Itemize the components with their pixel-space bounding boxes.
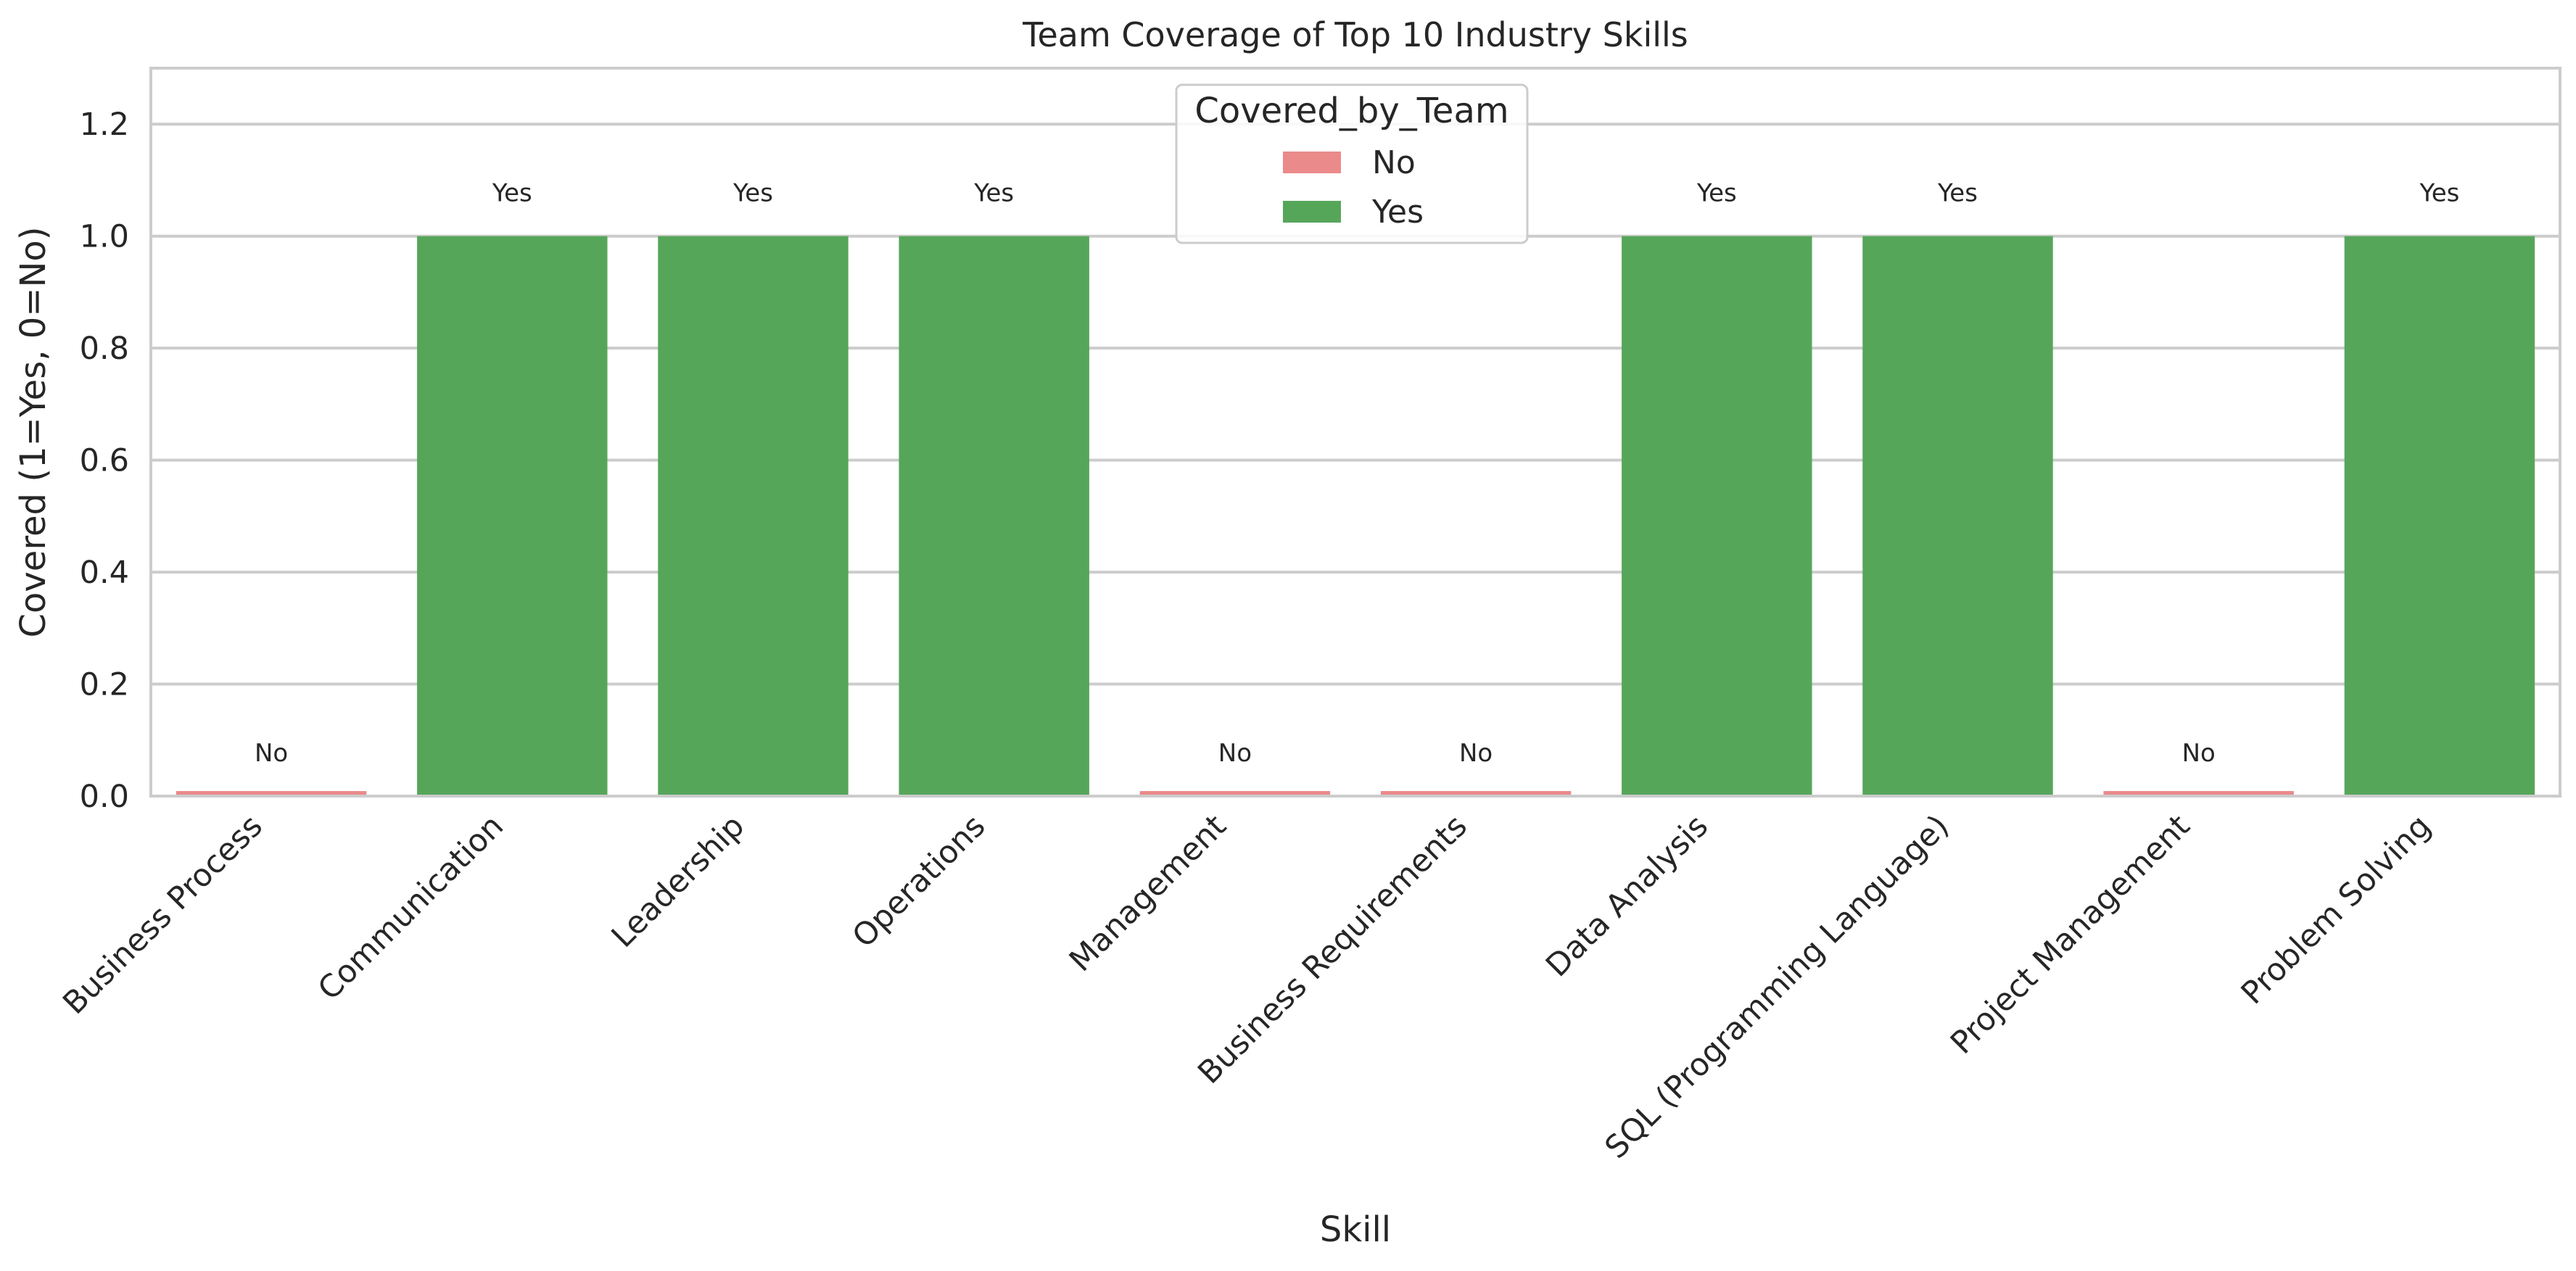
- data-label: No: [1218, 739, 1252, 768]
- y-axis-label: Covered (1=Yes, 0=No): [13, 227, 54, 638]
- x-axis-label: Skill: [1320, 1209, 1391, 1250]
- legend-title: Covered_by_Team: [1194, 91, 1508, 131]
- legend-label-no: No: [1372, 144, 1416, 181]
- bar-no: [2103, 791, 2294, 796]
- data-label: No: [255, 739, 288, 768]
- y-tick-label: 1.2: [80, 107, 129, 143]
- data-label: Yes: [492, 179, 532, 208]
- x-tick-label: Business Requirements: [1191, 808, 1474, 1090]
- legend-box: [1175, 83, 1529, 244]
- bar-yes: [1622, 236, 1812, 796]
- bar-yes: [658, 236, 849, 796]
- data-label: Yes: [2419, 179, 2459, 208]
- chart-title: Team Coverage of Top 10 Industry Skills: [1022, 15, 1688, 54]
- x-tick-label: Operations: [846, 808, 993, 955]
- plot-frame: [149, 67, 2561, 798]
- y-tick-label: 0.8: [80, 331, 129, 367]
- data-label: Yes: [732, 179, 773, 208]
- data-label: Yes: [973, 179, 1014, 208]
- bars: [176, 236, 2535, 796]
- y-tick-label: 0.0: [80, 779, 129, 815]
- bar-yes: [417, 236, 608, 796]
- bar-no: [1139, 791, 1331, 796]
- y-tick-label: 0.2: [80, 667, 129, 703]
- x-tick-label: Data Analysis: [1539, 808, 1715, 984]
- data-label: No: [1459, 739, 1493, 768]
- x-tick-label: Project Management: [1944, 808, 2197, 1061]
- legend: Covered_by_Team No Yes: [1175, 83, 1529, 244]
- x-tick-label: Communication: [311, 808, 511, 1007]
- y-tick-label: 1.0: [80, 219, 129, 255]
- legend-swatch-no: [1283, 152, 1341, 173]
- x-tick-labels: Business Process Communication Leadership O…: [56, 808, 2437, 1166]
- y-tick-label: 0.4: [80, 555, 129, 591]
- x-tick-label: Management: [1062, 808, 1234, 979]
- bar-yes: [1862, 236, 2053, 796]
- x-tick-label: Leadership: [605, 808, 751, 954]
- legend-swatch-yes: [1283, 201, 1341, 223]
- y-tick-labels: 0.0 0.2 0.4 0.6 0.8 1.0 1.2: [80, 107, 129, 815]
- bar-no: [1380, 791, 1572, 796]
- data-labels: No Yes Yes Yes No No Yes Yes No Yes: [255, 179, 2459, 768]
- bar-yes: [899, 236, 1089, 796]
- data-label: No: [2182, 739, 2216, 768]
- legend-label-yes: Yes: [1371, 194, 1424, 231]
- x-tick-label: Business Process: [56, 808, 269, 1021]
- bar-no: [176, 791, 367, 796]
- data-label: Yes: [1937, 179, 1978, 208]
- y-tick-label: 0.6: [80, 443, 129, 479]
- x-tick-label: Problem Solving: [2234, 808, 2438, 1011]
- data-label: Yes: [1696, 179, 1737, 208]
- bar-yes: [2344, 236, 2535, 796]
